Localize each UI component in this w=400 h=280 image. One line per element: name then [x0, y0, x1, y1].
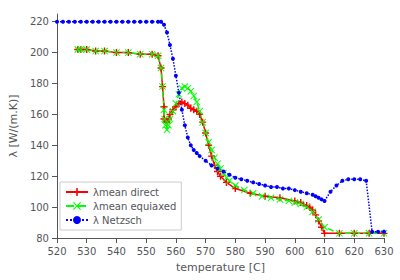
svg-text:610: 610 — [315, 246, 334, 257]
svg-text:140: 140 — [30, 140, 49, 151]
svg-text:temperature [C]: temperature [C] — [176, 261, 265, 274]
svg-text:540: 540 — [107, 246, 126, 257]
svg-text:160: 160 — [30, 109, 49, 120]
svg-text:590: 590 — [256, 246, 275, 257]
svg-text:630: 630 — [374, 246, 393, 257]
svg-text:180: 180 — [30, 78, 49, 89]
svg-text:100: 100 — [30, 202, 49, 213]
svg-text:λmean direct: λmean direct — [93, 187, 159, 198]
svg-text:200: 200 — [30, 47, 49, 58]
svg-text:520: 520 — [47, 246, 66, 257]
svg-text:560: 560 — [166, 246, 185, 257]
svg-text:80: 80 — [36, 233, 49, 244]
svg-text:570: 570 — [196, 246, 215, 257]
svg-text:600: 600 — [285, 246, 304, 257]
svg-text:λmean equiaxed: λmean equiaxed — [93, 201, 176, 212]
svg-text:λ [W/(m.K)]: λ [W/(m.K)] — [7, 94, 20, 157]
svg-text:580: 580 — [226, 246, 245, 257]
svg-text:λ Netzsch: λ Netzsch — [93, 215, 142, 226]
svg-text:550: 550 — [137, 246, 156, 257]
svg-text:620: 620 — [345, 246, 364, 257]
svg-text:530: 530 — [77, 246, 96, 257]
svg-text:220: 220 — [30, 16, 49, 27]
svg-text:120: 120 — [30, 171, 49, 182]
